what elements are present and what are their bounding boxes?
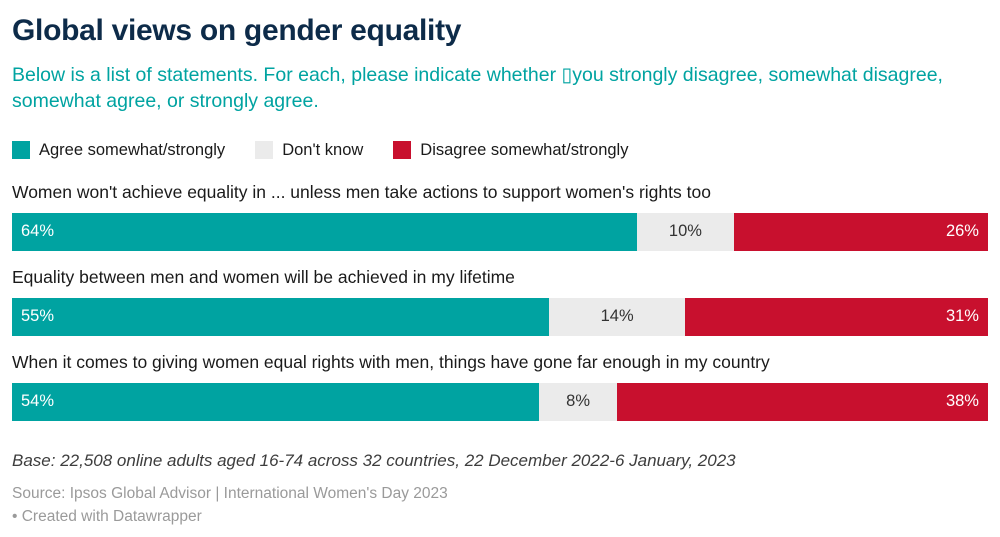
bar-segment-disagree: 31% [685,297,988,336]
base-note: Base: 22,508 online adults aged 16-74 ac… [12,450,736,470]
chart-subtitle: Below is a list of statements. For each,… [12,64,943,113]
statement-label: When it comes to giving women equal righ… [12,351,770,372]
legend-item: Disagree somewhat/strongly [393,141,628,160]
bar-segment-agree: 54% [12,382,540,421]
chart-container: Global views on gender equality Below is… [12,14,988,525]
statement-label: Women won't achieve equality in ... unle… [12,181,711,202]
stacked-bar: 55% 14% 31% [12,297,988,336]
chart-title: Global views on gender equality [12,14,462,47]
source-line: Source: Ipsos Global Advisor | Internati… [12,484,448,502]
bar-row: Women won't achieve equality in ... unle… [12,182,988,251]
bar-segment-dont-know: 8% [539,382,618,421]
statement-label: Equality between men and women will be a… [12,266,515,287]
bar-segment-agree: 64% [12,212,637,251]
bar-row: When it comes to giving women equal righ… [12,352,988,421]
legend-item: Don't know [255,141,363,160]
legend-label: Disagree somewhat/strongly [420,140,629,159]
bar-segment-dont-know: 14% [548,297,686,336]
legend-swatch [12,141,30,160]
bar-segment-disagree: 38% [617,382,988,421]
bar-row: Equality between men and women will be a… [12,267,988,336]
stacked-bar: 54% 8% 38% [12,382,988,421]
bar-segment-dont-know: 10% [636,212,735,251]
legend-swatch [255,141,274,160]
legend-label: Agree somewhat/strongly [39,140,226,159]
bar-segment-agree: 55% [12,297,549,336]
legend: Agree somewhat/strongly Don't know Disagre… [12,141,988,160]
legend-swatch [393,141,412,160]
bar-segment-disagree: 26% [734,212,988,251]
legend-item: Agree somewhat/strongly [12,141,225,160]
datawrapper-credit: • Created with Datawrapper [12,507,202,525]
legend-label: Don't know [282,140,364,159]
bar-rows: Women won't achieve equality in ... unle… [12,182,988,421]
stacked-bar: 64% 10% 26% [12,212,988,251]
